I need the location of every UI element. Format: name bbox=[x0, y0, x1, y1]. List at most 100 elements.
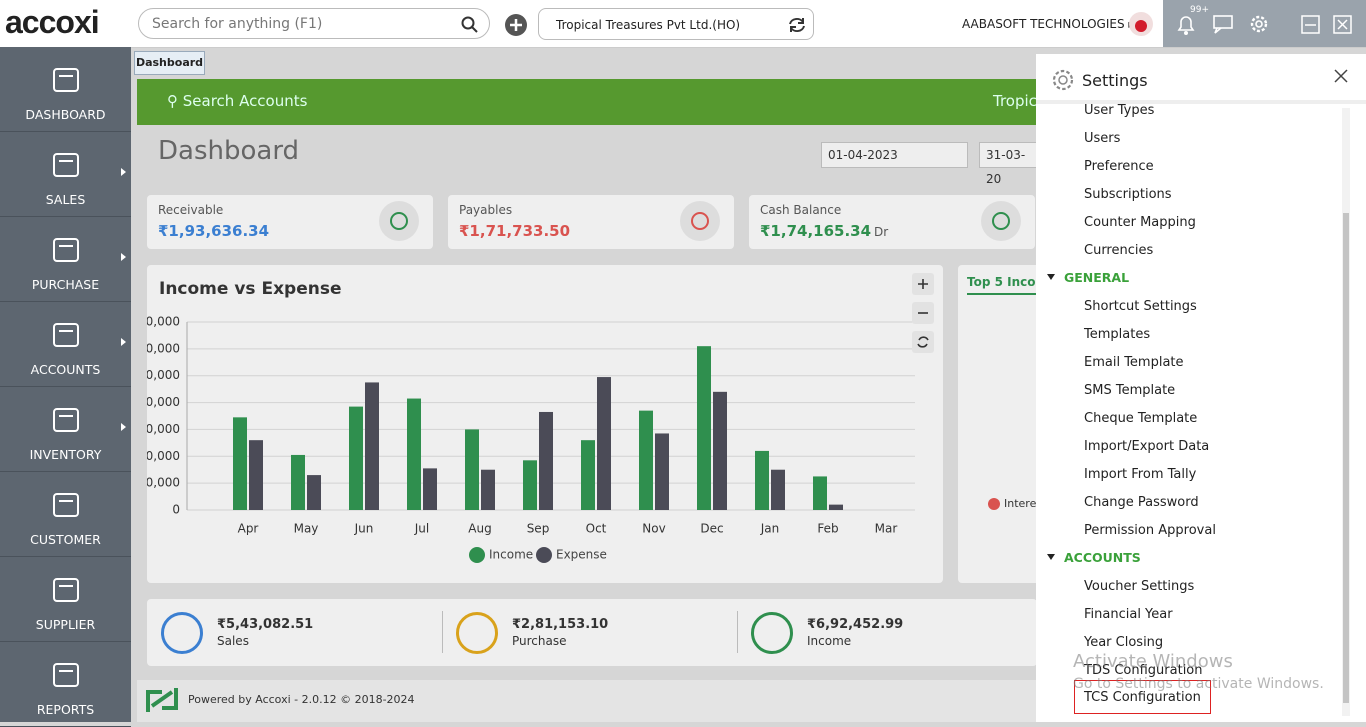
minimize[interactable] bbox=[1301, 15, 1321, 35]
footer-text: Powered by Accoxi - 2.0.12 © 2018-2024 bbox=[188, 693, 415, 706]
nav-item[interactable]: SUPPLIER bbox=[0, 557, 131, 642]
card-icon bbox=[680, 201, 720, 241]
sidebar: DASHBOARD SALES PURCHASE ACCOUNTS INVENTORY C… bbox=[0, 47, 131, 727]
nav-arrow bbox=[121, 338, 126, 346]
tab[interactable]: Dashboard bbox=[134, 51, 205, 75]
settings-item[interactable]: Shortcut Settings bbox=[1084, 299, 1197, 314]
section-heading[interactable]: GENERAL bbox=[1047, 270, 1129, 285]
nav-icon bbox=[53, 153, 79, 177]
nav-item[interactable]: SALES bbox=[0, 132, 131, 217]
user-avatar[interactable] bbox=[1128, 11, 1154, 37]
notifications[interactable] bbox=[1175, 12, 1197, 36]
nav-item[interactable]: CUSTOMER bbox=[0, 472, 131, 557]
logo[interactable]: accoxi bbox=[5, 4, 100, 40]
nav-icon bbox=[53, 323, 79, 347]
settings-item[interactable]: Subscriptions bbox=[1084, 187, 1172, 202]
global-search[interactable]: Search for anything (F1) bbox=[138, 8, 490, 39]
settings-item[interactable]: Users bbox=[1084, 131, 1121, 146]
bar bbox=[639, 410, 653, 510]
y-tick-label: 1,40,000 bbox=[147, 315, 180, 329]
settings-item[interactable]: Financial Year bbox=[1084, 607, 1173, 622]
zoom-out[interactable] bbox=[912, 302, 934, 324]
nav-icon bbox=[53, 68, 79, 92]
settings-item[interactable]: User Types bbox=[1084, 103, 1155, 118]
y-tick-label: 20,000 bbox=[147, 476, 180, 490]
bar bbox=[539, 411, 553, 510]
nav-item[interactable]: INVENTORY bbox=[0, 387, 131, 472]
settings-item[interactable]: TDS Configuration bbox=[1084, 663, 1203, 678]
x-tick-label: Sep bbox=[527, 522, 550, 536]
total-value: ₹6,92,452.99 bbox=[807, 617, 904, 632]
y-tick-label: 40,000 bbox=[147, 449, 180, 463]
close-window[interactable] bbox=[1333, 15, 1353, 35]
add-button[interactable] bbox=[504, 13, 528, 37]
total-value: ₹5,43,082.51 bbox=[217, 617, 314, 632]
y-tick-label: 0 bbox=[172, 503, 180, 517]
nav-item[interactable]: REPORTS bbox=[0, 642, 131, 727]
settings-item[interactable]: Counter Mapping bbox=[1084, 215, 1196, 230]
y-tick-label: 60,000 bbox=[147, 422, 180, 436]
settings-item[interactable]: Year Closing bbox=[1084, 635, 1164, 650]
nav-item[interactable]: ACCOUNTS bbox=[0, 302, 131, 387]
settings-item[interactable]: Permission Approval bbox=[1084, 523, 1216, 538]
x-tick-label: Nov bbox=[642, 522, 665, 536]
watermark-text: Go to Settings to activate Windows. bbox=[1073, 676, 1324, 692]
card-value: ₹1,71,733.50 bbox=[459, 222, 570, 240]
card-icon bbox=[981, 201, 1021, 241]
settings-item[interactable]: Import From Tally bbox=[1084, 467, 1197, 482]
switch-icon bbox=[789, 18, 805, 32]
settings-item[interactable]: SMS Template bbox=[1084, 383, 1176, 398]
settings-item[interactable]: Preference bbox=[1084, 159, 1154, 174]
total-label: Sales bbox=[217, 634, 249, 648]
reset-zoom[interactable] bbox=[912, 331, 934, 353]
nav-item[interactable]: DASHBOARD bbox=[0, 47, 131, 132]
close-settings[interactable] bbox=[1333, 68, 1349, 84]
settings-item[interactable]: Cheque Template bbox=[1084, 411, 1198, 426]
nav-label: SUPPLIER bbox=[35, 617, 96, 632]
chart-card: Income vs Expense 0 20,000 40,000 60,000 80,… bbox=[127, 265, 943, 583]
scrollbar[interactable] bbox=[1342, 108, 1350, 716]
settings-item[interactable]: Templates bbox=[1084, 327, 1151, 342]
org-name: AABASOFT TECHNOLOGIES bbox=[962, 17, 1125, 31]
totals-card: ₹5,43,082.51 Sales ₹2,81,153.10 Purchase ₹6,… bbox=[147, 599, 1037, 666]
x-tick-label: Feb bbox=[817, 522, 838, 536]
settings-button[interactable] bbox=[1248, 13, 1270, 35]
card-value: ₹1,93,636.34 bbox=[158, 222, 269, 240]
nav-label: DASHBOARD bbox=[25, 107, 106, 122]
page-title: Dashboard bbox=[158, 136, 300, 166]
card-label: Receivable bbox=[158, 203, 224, 217]
top5-title[interactable]: Top 5 Incom bbox=[967, 275, 1048, 295]
search-accounts[interactable]: ⚲ Search Accounts bbox=[167, 92, 308, 110]
settings-panel: Settings User Types Users Preference Subscr… bbox=[1036, 54, 1366, 722]
settings-item[interactable]: TCS Configuration bbox=[1074, 680, 1211, 714]
settings-item[interactable]: Currencies bbox=[1084, 243, 1154, 258]
settings-icon bbox=[1052, 69, 1074, 91]
legend-marker bbox=[536, 547, 552, 563]
settings-item[interactable]: Email Template bbox=[1084, 355, 1184, 370]
settings-item[interactable]: Voucher Settings bbox=[1084, 579, 1195, 594]
settings-item[interactable]: Import/Export Data bbox=[1084, 439, 1210, 454]
zoom-in[interactable] bbox=[912, 273, 934, 295]
company-label: Tropic bbox=[993, 92, 1037, 110]
top5-card: Top 5 Incom Interes bbox=[958, 265, 1048, 583]
company-selector[interactable]: Tropical Treasures Pvt Ltd.(HO) bbox=[538, 8, 814, 40]
x-tick-label: Dec bbox=[700, 522, 723, 536]
nav-arrow bbox=[121, 253, 126, 261]
messages[interactable] bbox=[1212, 14, 1234, 34]
settings-item[interactable]: Change Password bbox=[1084, 495, 1199, 510]
legend-label: Income bbox=[489, 548, 533, 562]
bar bbox=[655, 433, 669, 510]
nav-label: ACCOUNTS bbox=[30, 362, 101, 377]
watermark-title: Activate Windows bbox=[1073, 651, 1233, 672]
footer: Powered by Accoxi - 2.0.12 © 2018-2024 bbox=[137, 680, 1037, 722]
y-tick-label: 1,20,000 bbox=[147, 341, 180, 355]
card-value: ₹1,74,165.34 Dr bbox=[760, 222, 888, 240]
section-heading[interactable]: ACCOUNTS bbox=[1047, 550, 1141, 565]
company-name: Tropical Treasures Pvt Ltd.(HO) bbox=[556, 18, 741, 32]
search-icon bbox=[461, 16, 478, 33]
organization[interactable]: AABASOFT TECHNOLOGIES ▸ bbox=[962, 17, 1134, 31]
date-from[interactable]: 01-04-2023 bbox=[821, 142, 968, 168]
date-to[interactable]: 31-03-20 bbox=[979, 142, 1039, 186]
nav-item[interactable]: PURCHASE bbox=[0, 217, 131, 302]
settings-list: User Types Users Preference Subscriptions Co… bbox=[1036, 54, 1336, 722]
